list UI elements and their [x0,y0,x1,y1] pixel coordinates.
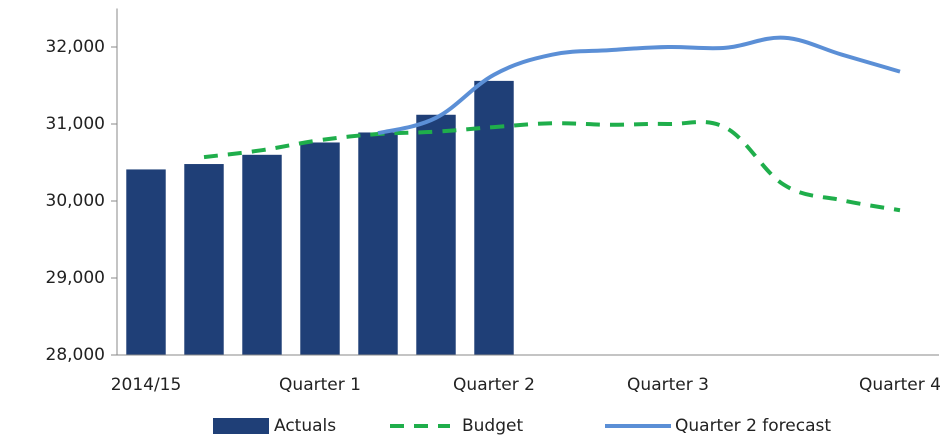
line-series [203,119,901,213]
y-tick-label: 28,000 [46,345,105,365]
bar [300,142,340,355]
x-tick-label: Quarter 4 [859,375,941,395]
y-tick-label: 29,000 [46,268,105,288]
bar [242,154,282,355]
y-tick-label: 32,000 [46,37,105,57]
bar [416,114,456,355]
y-tick-label: 30,000 [46,191,105,211]
bar [474,80,514,355]
x-tick-label: 2014/15 [111,375,182,395]
legend-label: Budget [462,416,523,436]
legend-label: Quarter 2 forecast [675,416,831,436]
line-series [377,35,901,136]
x-tick-label: Quarter 2 [453,375,535,395]
x-tick-label: Quarter 3 [627,375,709,395]
bar [184,164,224,355]
y-tick-label: 31,000 [46,114,105,134]
x-tick-label: Quarter 1 [279,375,361,395]
legend-label: Actuals [274,416,336,436]
bar [358,132,398,355]
bar [126,169,166,355]
legend-swatch [213,418,269,434]
